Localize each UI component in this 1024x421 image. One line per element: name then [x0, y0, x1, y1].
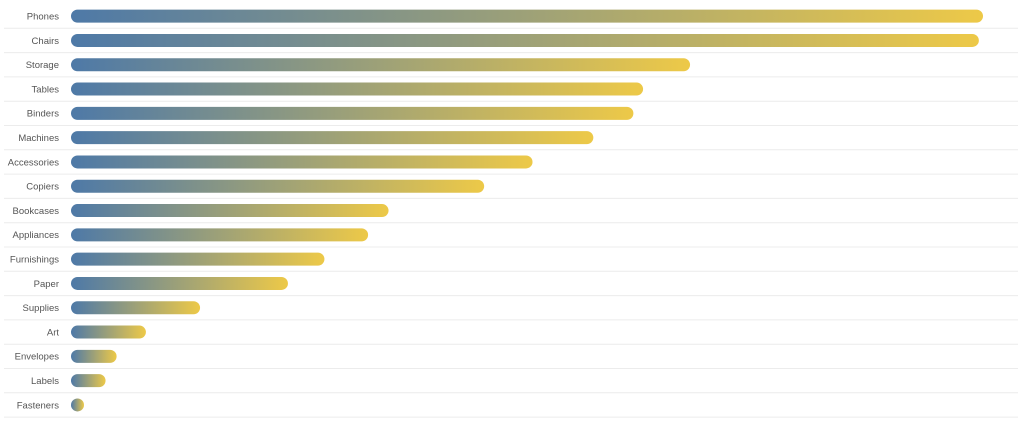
category-label-envelopes: Envelopes	[15, 352, 60, 363]
bar-envelopes[interactable]	[71, 349, 117, 363]
category-label-art: Art	[47, 327, 60, 338]
category-label-tables: Tables	[32, 84, 60, 95]
bar-supplies[interactable]	[71, 301, 201, 315]
bar-paper[interactable]	[71, 276, 288, 290]
bar-storage[interactable]	[71, 58, 691, 72]
bar-accessories[interactable]	[71, 155, 533, 169]
category-labels: Phones Chairs Storage Tables Binders Machines…	[8, 11, 60, 411]
category-label-chairs: Chairs	[32, 36, 60, 47]
bars	[71, 9, 983, 412]
category-label-labels: Labels	[31, 376, 59, 387]
bar-copiers[interactable]	[71, 179, 485, 193]
bar-tables[interactable]	[71, 82, 644, 96]
bar-fasteners[interactable]	[71, 398, 84, 412]
category-label-supplies: Supplies	[23, 303, 60, 314]
category-label-fasteners: Fasteners	[17, 400, 59, 411]
category-label-accessories: Accessories	[8, 157, 59, 168]
category-label-machines: Machines	[18, 133, 59, 144]
bar-machines[interactable]	[71, 131, 594, 145]
category-label-storage: Storage	[26, 60, 59, 71]
bar-chairs[interactable]	[71, 33, 979, 47]
category-label-paper: Paper	[34, 279, 59, 290]
category-label-furnishings: Furnishings	[10, 254, 59, 265]
category-label-copiers: Copiers	[26, 182, 59, 193]
bar-furnishings[interactable]	[71, 252, 325, 266]
bar-art[interactable]	[71, 325, 146, 339]
bar-bookcases[interactable]	[71, 204, 389, 218]
category-label-phones: Phones	[27, 11, 59, 22]
bar-phones[interactable]	[71, 9, 983, 23]
category-label-binders: Binders	[27, 109, 59, 120]
category-label-bookcases: Bookcases	[13, 206, 60, 217]
row-separators	[4, 27, 1018, 418]
bar-binders[interactable]	[71, 106, 634, 120]
bar-appliances[interactable]	[71, 228, 369, 242]
category-label-appliances: Appliances	[13, 230, 60, 241]
bar-labels[interactable]	[71, 374, 106, 388]
